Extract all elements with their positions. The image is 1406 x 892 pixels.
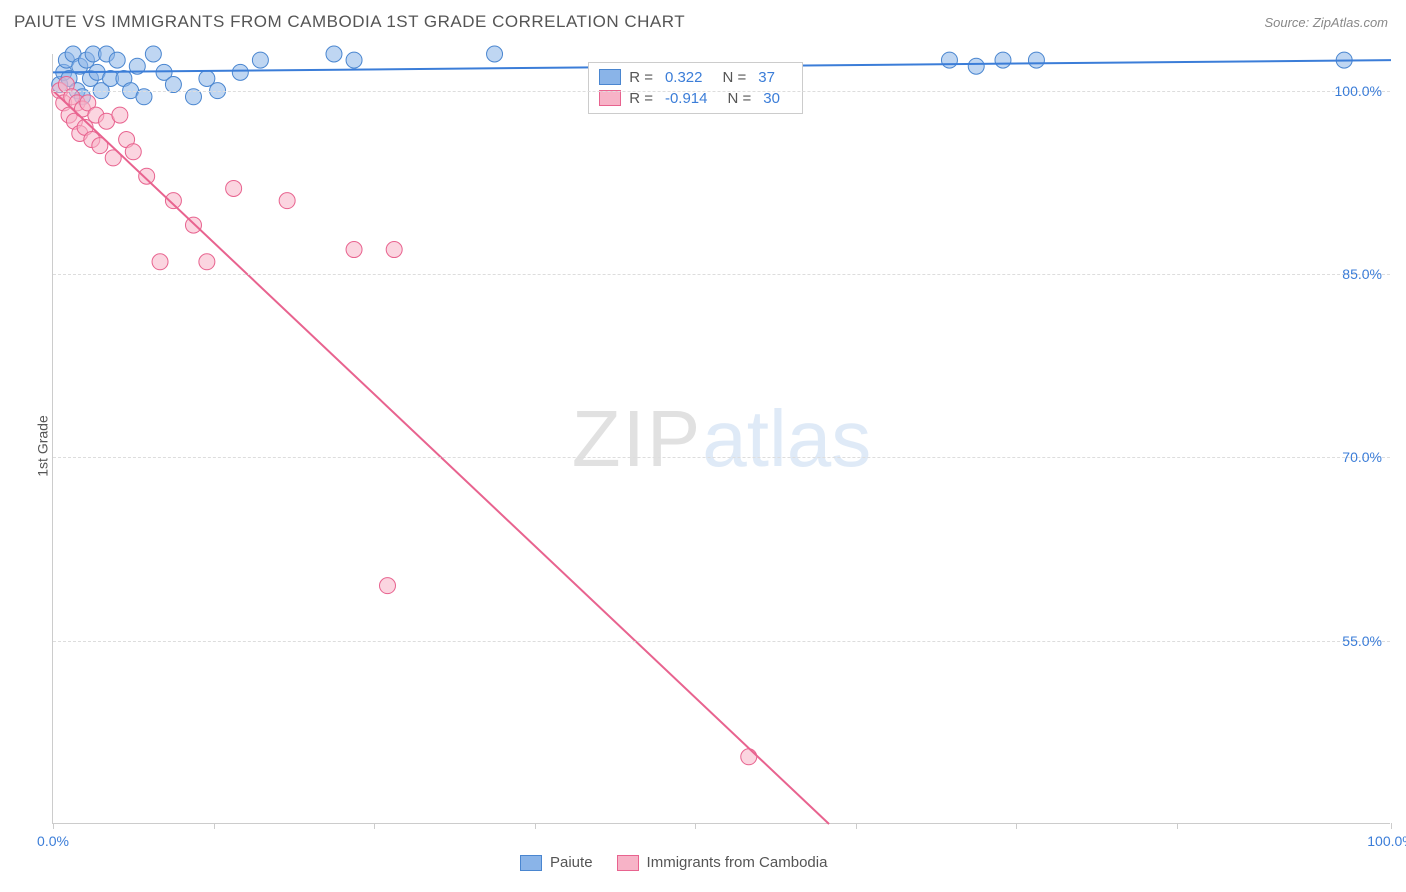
y-tick-label: 55.0% [1342, 633, 1382, 649]
scatter-marker [125, 144, 141, 160]
x-tick [53, 823, 54, 829]
scatter-marker [226, 180, 242, 196]
legend-swatch [617, 855, 639, 871]
y-tick-label: 70.0% [1342, 449, 1382, 465]
y-tick-label: 100.0% [1335, 83, 1382, 99]
y-axis-label: 1st Grade [35, 415, 51, 476]
scatter-marker [326, 46, 342, 62]
x-tick [535, 823, 536, 829]
source-label: Source: ZipAtlas.com [1264, 15, 1388, 30]
legend-r-value: -0.914 [665, 90, 708, 107]
scatter-marker [232, 64, 248, 80]
x-tick [214, 823, 215, 829]
x-tick [1177, 823, 1178, 829]
scatter-marker [346, 52, 362, 68]
legend-r-value: 0.322 [665, 69, 703, 86]
legend-row: R = 0.322 N = 37 [599, 67, 792, 88]
bottom-legend-label: Immigrants from Cambodia [647, 854, 828, 871]
scatter-marker [968, 58, 984, 74]
legend-r-label: R = [629, 90, 653, 107]
gridline [53, 641, 1390, 642]
scatter-marker [995, 52, 1011, 68]
x-tick [1016, 823, 1017, 829]
legend-n-value: 30 [763, 90, 780, 107]
bottom-legend-item: Immigrants from Cambodia [617, 854, 828, 871]
x-tick [695, 823, 696, 829]
legend-swatch [520, 855, 542, 871]
x-tick-label: 100.0% [1367, 833, 1406, 849]
x-tick [856, 823, 857, 829]
x-tick-label: 0.0% [37, 833, 69, 849]
scatter-marker [152, 254, 168, 270]
x-tick [1391, 823, 1392, 829]
chart-plot-area: ZIPatlas R =0.322N =37R =-0.914N =30 55.… [52, 54, 1390, 824]
gridline [53, 274, 1390, 275]
plot-svg [53, 54, 1390, 823]
scatter-marker [165, 193, 181, 209]
chart-title: PAIUTE VS IMMIGRANTS FROM CAMBODIA 1ST G… [14, 12, 685, 32]
correlation-legend: R = 0.322 N = 37 R = -0.914 N = 30 [588, 62, 803, 114]
scatter-marker [199, 254, 215, 270]
y-tick-label: 85.0% [1342, 266, 1382, 282]
legend-swatch [599, 69, 621, 85]
legend-swatch [599, 90, 621, 106]
scatter-marker [741, 749, 757, 765]
scatter-marker [252, 52, 268, 68]
series-legend: Paiute Immigrants from Cambodia [520, 854, 827, 871]
gridline [53, 91, 1390, 92]
bottom-legend-item: Paiute [520, 854, 593, 871]
scatter-marker [386, 242, 402, 258]
gridline [53, 457, 1390, 458]
scatter-marker [1028, 52, 1044, 68]
x-tick [374, 823, 375, 829]
bottom-legend-label: Paiute [550, 854, 593, 871]
scatter-marker [380, 578, 396, 594]
legend-r-label: R = [629, 69, 653, 86]
scatter-marker [279, 193, 295, 209]
scatter-marker [185, 217, 201, 233]
legend-n-label: N = [723, 69, 747, 86]
scatter-marker [487, 46, 503, 62]
scatter-marker [109, 52, 125, 68]
scatter-marker [112, 107, 128, 123]
legend-n-label: N = [728, 90, 752, 107]
scatter-marker [346, 242, 362, 258]
scatter-marker [139, 168, 155, 184]
legend-n-value: 37 [758, 69, 775, 86]
scatter-marker [941, 52, 957, 68]
scatter-marker [145, 46, 161, 62]
